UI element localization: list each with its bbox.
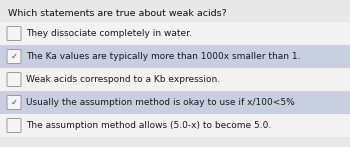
Text: The assumption method allows (5.0-x) to become 5.0.: The assumption method allows (5.0-x) to … <box>26 121 271 130</box>
FancyBboxPatch shape <box>7 118 21 132</box>
Bar <box>0 91 350 114</box>
Text: Which statements are true about weak acids?: Which statements are true about weak aci… <box>8 9 227 18</box>
Bar <box>0 22 350 45</box>
FancyBboxPatch shape <box>7 26 21 41</box>
Bar <box>0 114 350 137</box>
FancyBboxPatch shape <box>7 50 21 64</box>
FancyBboxPatch shape <box>7 72 21 86</box>
Text: ✓: ✓ <box>10 98 18 107</box>
Text: They dissociate completely in water.: They dissociate completely in water. <box>26 29 192 38</box>
Bar <box>0 68 350 91</box>
Text: Weak acids correspond to a Kb expression.: Weak acids correspond to a Kb expression… <box>26 75 220 84</box>
Text: The Ka values are typically more than 1000x smaller than 1.: The Ka values are typically more than 10… <box>26 52 301 61</box>
Bar <box>0 45 350 68</box>
Text: Usually the assumption method is okay to use if x/100<5%: Usually the assumption method is okay to… <box>26 98 295 107</box>
FancyBboxPatch shape <box>7 96 21 110</box>
Text: ✓: ✓ <box>10 52 18 61</box>
